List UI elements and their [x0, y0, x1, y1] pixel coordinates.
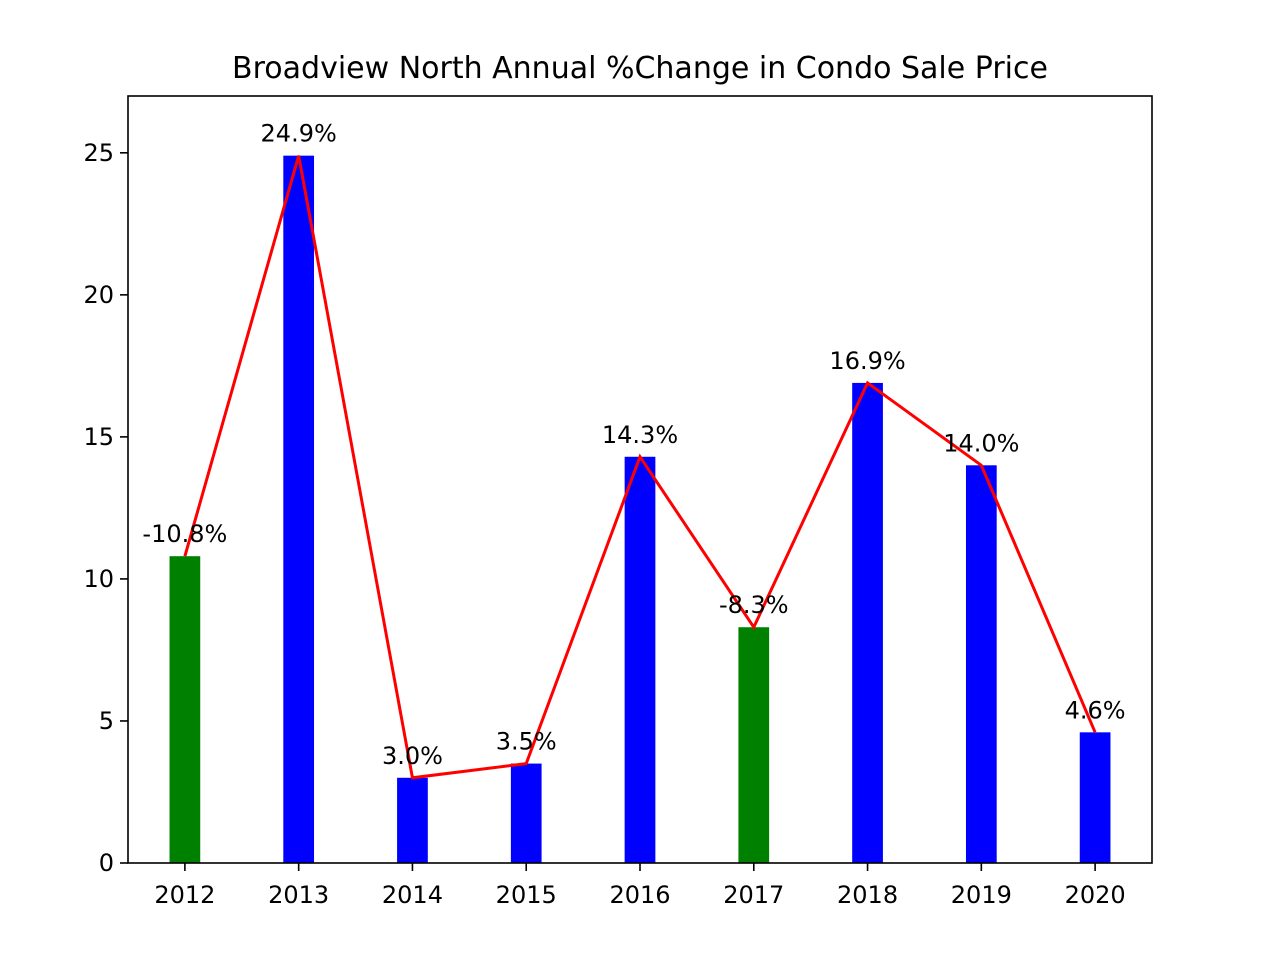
x-tick-label: 2013: [268, 881, 329, 909]
x-tick-label: 2016: [609, 881, 670, 909]
y-tick-label: 0: [99, 849, 114, 877]
trend-line-layer: [183, 155, 1097, 780]
x-tick-label: 2019: [951, 881, 1012, 909]
x-axis: 2012 2013 2014 2015 2016 2017 2018 2019 2020: [154, 863, 1126, 909]
bar-2013: [283, 155, 315, 864]
data-label-2015: 3.5%: [496, 728, 557, 756]
bars-layer: [169, 155, 1111, 864]
bar-2015: [510, 763, 542, 863]
bar-2019: [965, 465, 997, 863]
y-tick-label: 25: [83, 139, 114, 167]
data-label-2020: 4.6%: [1065, 696, 1126, 724]
data-label-2019: 14.0%: [943, 429, 1019, 457]
trend-line: [183, 155, 1097, 780]
data-labels-layer: -10.8% 24.9% 3.0% 3.5% 14.3% -8.3% 16.9% 14.0% 4…: [142, 120, 1125, 770]
bar-2020: [1079, 732, 1111, 863]
y-tick-label: 5: [99, 707, 114, 735]
data-label-2018: 16.9%: [829, 347, 905, 375]
x-tick-label: 2018: [837, 881, 898, 909]
data-label-2014: 3.0%: [382, 742, 443, 770]
bar-2014: [397, 777, 428, 863]
x-tick-label: 2017: [723, 881, 784, 909]
y-tick-label: 20: [83, 281, 114, 309]
bar-2012: [169, 556, 201, 863]
chart-title: Broadview North Annual %Change in Condo …: [232, 51, 1048, 86]
bar-2017: [738, 627, 770, 863]
data-label-2012: -10.8%: [142, 520, 227, 548]
bar-2016: [624, 456, 656, 863]
data-label-2016: 14.3%: [602, 421, 678, 449]
y-axis: 0 5 10 15 20 25: [83, 139, 128, 877]
x-tick-label: 2012: [154, 881, 215, 909]
x-tick-label: 2020: [1065, 881, 1126, 909]
x-tick-label: 2014: [382, 881, 443, 909]
y-tick-label: 10: [83, 565, 114, 593]
bar-2018: [852, 382, 883, 863]
y-tick-label: 15: [83, 423, 114, 451]
data-label-2013: 24.9%: [261, 120, 337, 148]
data-label-2017: -8.3%: [719, 591, 789, 619]
x-tick-label: 2015: [496, 881, 557, 909]
